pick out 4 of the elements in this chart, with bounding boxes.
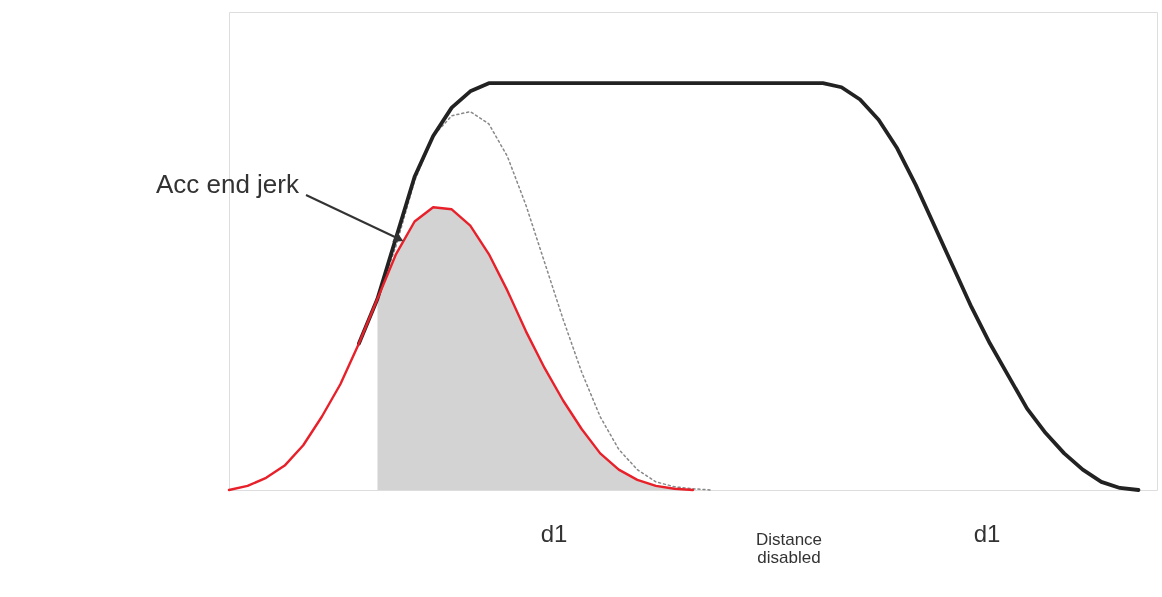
text: d1 [540, 520, 568, 547]
text: Distance disabled [755, 530, 823, 567]
annotation: Acc end jerk [155, 169, 300, 199]
text: d1 [973, 520, 1001, 547]
